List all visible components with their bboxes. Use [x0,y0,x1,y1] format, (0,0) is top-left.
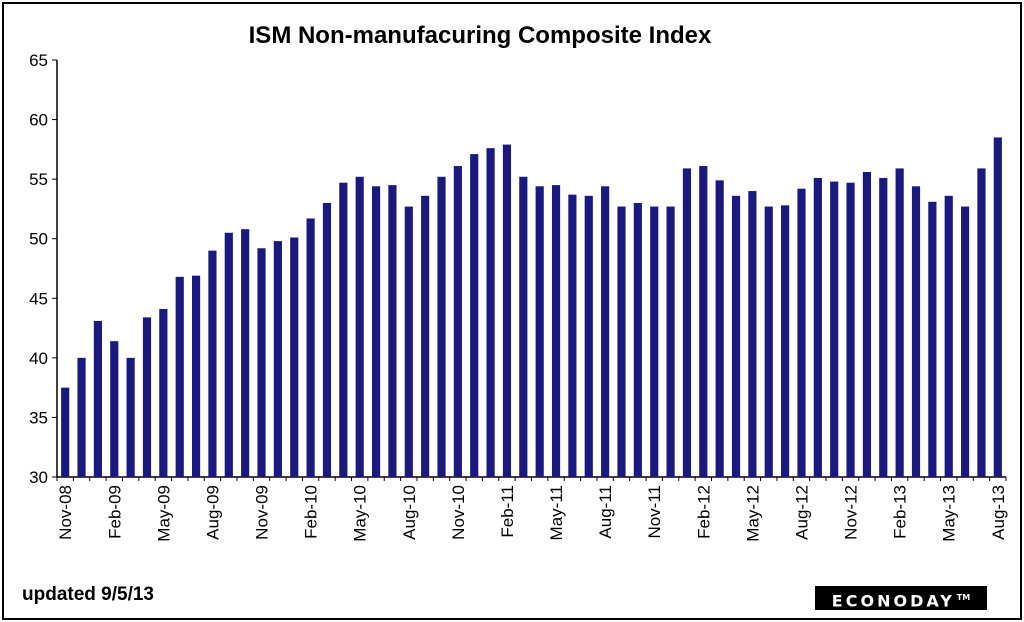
bar [830,181,839,477]
x-tick-label: Nov-08 [56,485,75,540]
x-tick-label: Aug-09 [203,485,222,540]
bar [535,186,544,478]
bar [551,185,561,477]
bar [568,194,577,477]
bar [944,195,953,477]
bar [159,309,168,477]
x-tick-label: Feb-12 [694,485,713,539]
x-tick-label: May-13 [940,485,959,542]
bar [388,185,397,477]
bar [682,168,692,478]
bar [764,206,773,478]
y-tick-label: 65 [29,51,48,70]
bar [911,186,921,478]
econoday-logo: ECONODAY TM [815,586,987,610]
bar [797,188,806,478]
bar [519,176,528,477]
bar [61,387,70,477]
bar [371,186,381,478]
bar [781,205,790,477]
y-tick-label: 45 [29,289,48,308]
x-tick-label: Nov-12 [842,485,861,540]
bar [306,218,315,477]
y-tick-label: 30 [29,468,48,487]
bar [191,275,201,477]
bar [502,144,512,477]
bar [961,206,970,478]
bar [257,248,266,477]
bar [993,137,1002,477]
x-tick-label: Nov-09 [253,485,272,540]
bar [813,177,822,477]
bar [846,182,855,477]
x-tick-label: Aug-13 [989,485,1008,540]
bar [93,320,102,477]
bar [77,357,86,477]
bar [486,148,495,478]
y-tick-label: 60 [29,111,48,130]
bar [977,168,986,478]
bar [355,176,364,477]
y-tick-label: 55 [29,170,48,189]
bar [584,195,593,477]
bar [470,154,479,477]
bar [928,201,937,477]
bar [126,357,135,477]
updated-note: updated 9/5/13 [22,584,154,605]
bar [650,206,659,478]
bar [404,206,413,478]
y-tick-label: 40 [29,349,48,368]
x-tick-label: Feb-10 [302,485,321,539]
x-tick-label: Aug-12 [792,485,811,540]
bar [290,237,299,477]
bar [273,241,282,477]
chart-title: ISM Non-manufacuring Composite Index [248,22,712,49]
x-tick-label: Nov-11 [645,485,664,539]
bar [453,166,462,478]
bar [895,168,904,478]
bar [175,276,184,477]
bar [241,229,250,477]
x-tick-label: May-09 [154,485,173,542]
y-tick-label: 35 [29,408,48,427]
x-tick-label: May-10 [351,485,370,542]
bar [862,171,872,478]
brand-trademark: TM [956,593,971,602]
bar [322,202,332,477]
bar [666,206,675,478]
bar [699,166,708,478]
x-tick-label: Feb-11 [498,485,517,538]
x-tick-label: Aug-10 [400,485,419,540]
bar [715,180,724,477]
bar [617,206,626,478]
bar [879,177,888,477]
bar [633,202,642,477]
bar [224,232,233,477]
bar [731,195,741,477]
bar [601,186,610,478]
bar [142,317,152,477]
x-tick-label: Feb-09 [105,485,124,539]
x-tick-label: Aug-11 [596,485,615,539]
x-tick-label: May-11 [547,485,566,540]
bar [110,341,119,477]
bar [339,182,348,477]
x-tick-label: Feb-13 [891,485,910,539]
y-tick-label: 50 [29,230,48,249]
bar [748,191,757,477]
x-tick-label: May-12 [743,485,762,542]
x-tick-label: Nov-10 [449,485,468,540]
bar [437,176,446,477]
brand-name: ECONODAY [831,591,955,611]
bar [421,195,430,477]
bar [208,250,217,477]
